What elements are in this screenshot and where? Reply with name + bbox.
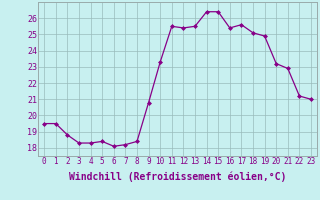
X-axis label: Windchill (Refroidissement éolien,°C): Windchill (Refroidissement éolien,°C) <box>69 172 286 182</box>
